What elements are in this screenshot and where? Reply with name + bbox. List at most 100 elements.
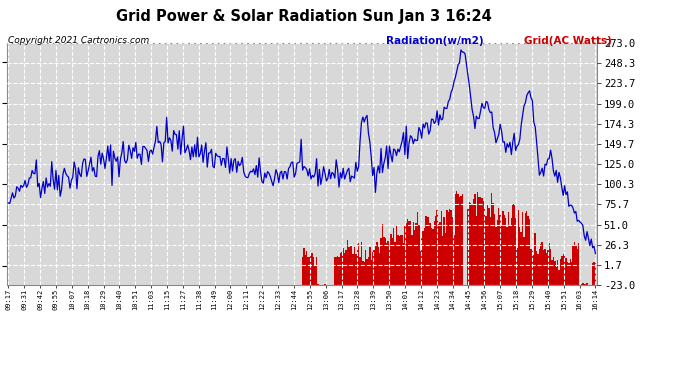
Bar [444,217,445,285]
Bar [386,243,387,285]
Bar [522,212,523,285]
Bar [365,251,366,285]
Bar [393,228,395,285]
Bar [324,284,326,285]
Bar [383,237,384,285]
Bar [564,256,565,285]
Bar [533,255,535,285]
Bar [551,260,553,285]
Bar [508,212,509,285]
Bar [493,202,494,285]
Bar [513,204,515,285]
Bar [527,216,529,285]
Bar [342,248,344,285]
Bar [406,223,407,285]
Bar [388,248,390,285]
Bar [362,261,364,285]
Bar [310,254,312,285]
Bar [582,283,584,285]
Bar [484,209,486,285]
Bar [547,250,549,285]
Bar [546,254,547,285]
Bar [355,254,357,285]
Bar [526,211,527,285]
Bar [506,227,508,285]
Bar [470,202,471,285]
Bar [354,247,355,285]
Bar [489,208,490,285]
Bar [372,252,373,285]
Bar [540,244,542,285]
Bar [305,255,306,285]
Bar [435,216,436,285]
Bar [335,257,337,285]
Bar [375,245,376,285]
Bar [376,242,377,285]
Bar [457,194,459,285]
Bar [369,247,371,285]
Bar [555,267,557,285]
Bar [554,261,555,285]
Bar [357,241,358,285]
Bar [408,221,410,285]
Bar [364,262,365,285]
Bar [387,241,388,285]
Bar [523,237,524,285]
Bar [441,211,442,285]
Bar [480,197,481,285]
Bar [501,226,502,285]
Bar [373,249,375,285]
Bar [399,236,400,285]
Bar [421,235,422,285]
Bar [442,236,444,285]
Bar [494,214,495,285]
Bar [353,254,354,285]
Bar [407,219,408,285]
Bar [420,251,421,285]
Bar [560,259,561,285]
Bar [433,221,435,285]
Bar [403,243,404,285]
Bar [584,284,585,285]
Bar [395,242,396,285]
Bar [397,235,399,285]
Bar [377,247,379,285]
Bar [498,207,500,285]
Text: Radiation(w/m2): Radiation(w/m2) [386,36,484,46]
Bar [481,198,482,285]
Bar [535,233,536,285]
Bar [561,256,562,285]
Bar [491,193,493,285]
Bar [448,211,449,285]
Bar [490,217,491,285]
Bar [350,246,351,285]
Bar [382,225,383,285]
Bar [477,192,478,285]
Bar [593,262,595,285]
Bar [315,266,316,285]
Bar [422,231,424,285]
Bar [505,218,506,285]
Bar [334,257,335,285]
Bar [497,220,498,285]
Bar [536,251,538,285]
Bar [316,257,317,285]
Bar [504,216,505,285]
Bar [520,232,522,285]
Bar [512,205,513,285]
Bar [569,259,571,285]
Bar [516,248,518,285]
Bar [426,217,428,285]
Bar [455,194,456,285]
Bar [428,217,429,285]
Bar [475,216,477,285]
Bar [345,250,346,285]
Bar [515,218,516,285]
Bar [482,201,484,285]
Bar [500,215,501,285]
Bar [417,211,418,285]
Bar [384,238,386,285]
Bar [304,248,305,285]
Bar [467,209,469,285]
Bar [578,243,580,285]
